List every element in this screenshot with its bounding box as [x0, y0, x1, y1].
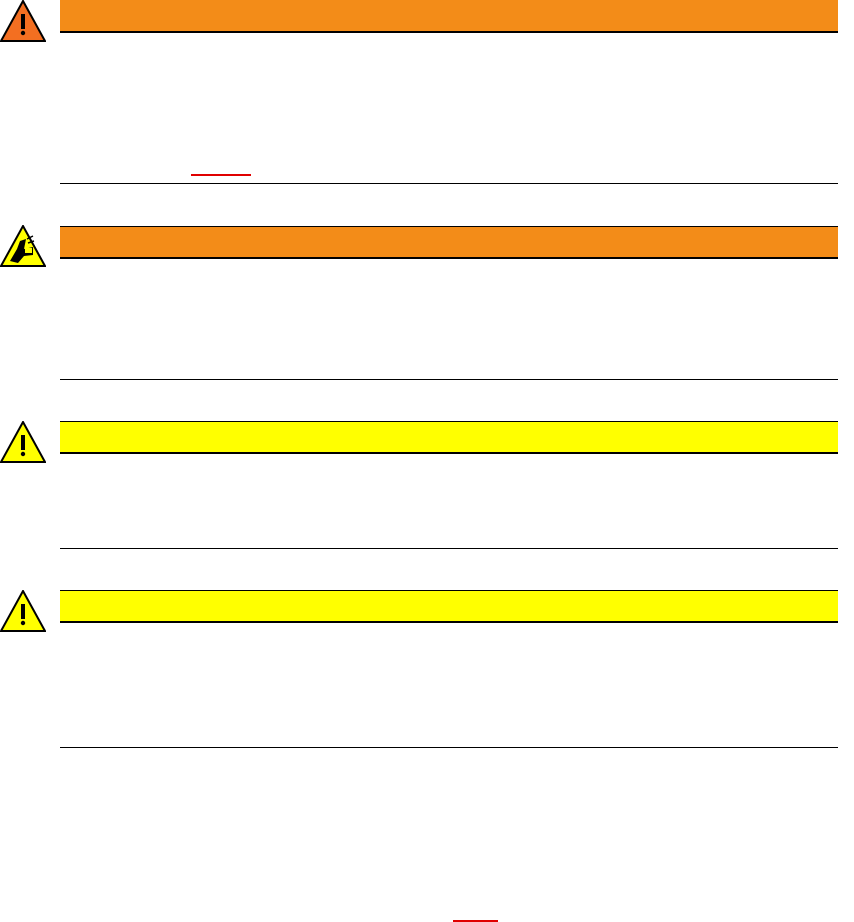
divider: [60, 747, 838, 748]
divider: [60, 379, 838, 380]
divider: [60, 548, 838, 549]
warning-triangle-icon: [0, 421, 46, 463]
danger-header-bar: [60, 0, 838, 33]
warning-triangle-icon: [0, 590, 46, 632]
warning-triangle-icon: [0, 0, 46, 42]
link-underline: [191, 174, 251, 176]
caution-header-bar: [60, 421, 838, 454]
link-underline: [453, 920, 498, 922]
caution-header-bar: [60, 590, 838, 623]
divider: [60, 183, 838, 184]
hand-crush-hazard-icon: [0, 225, 46, 267]
danger-header-bar: [60, 226, 838, 259]
